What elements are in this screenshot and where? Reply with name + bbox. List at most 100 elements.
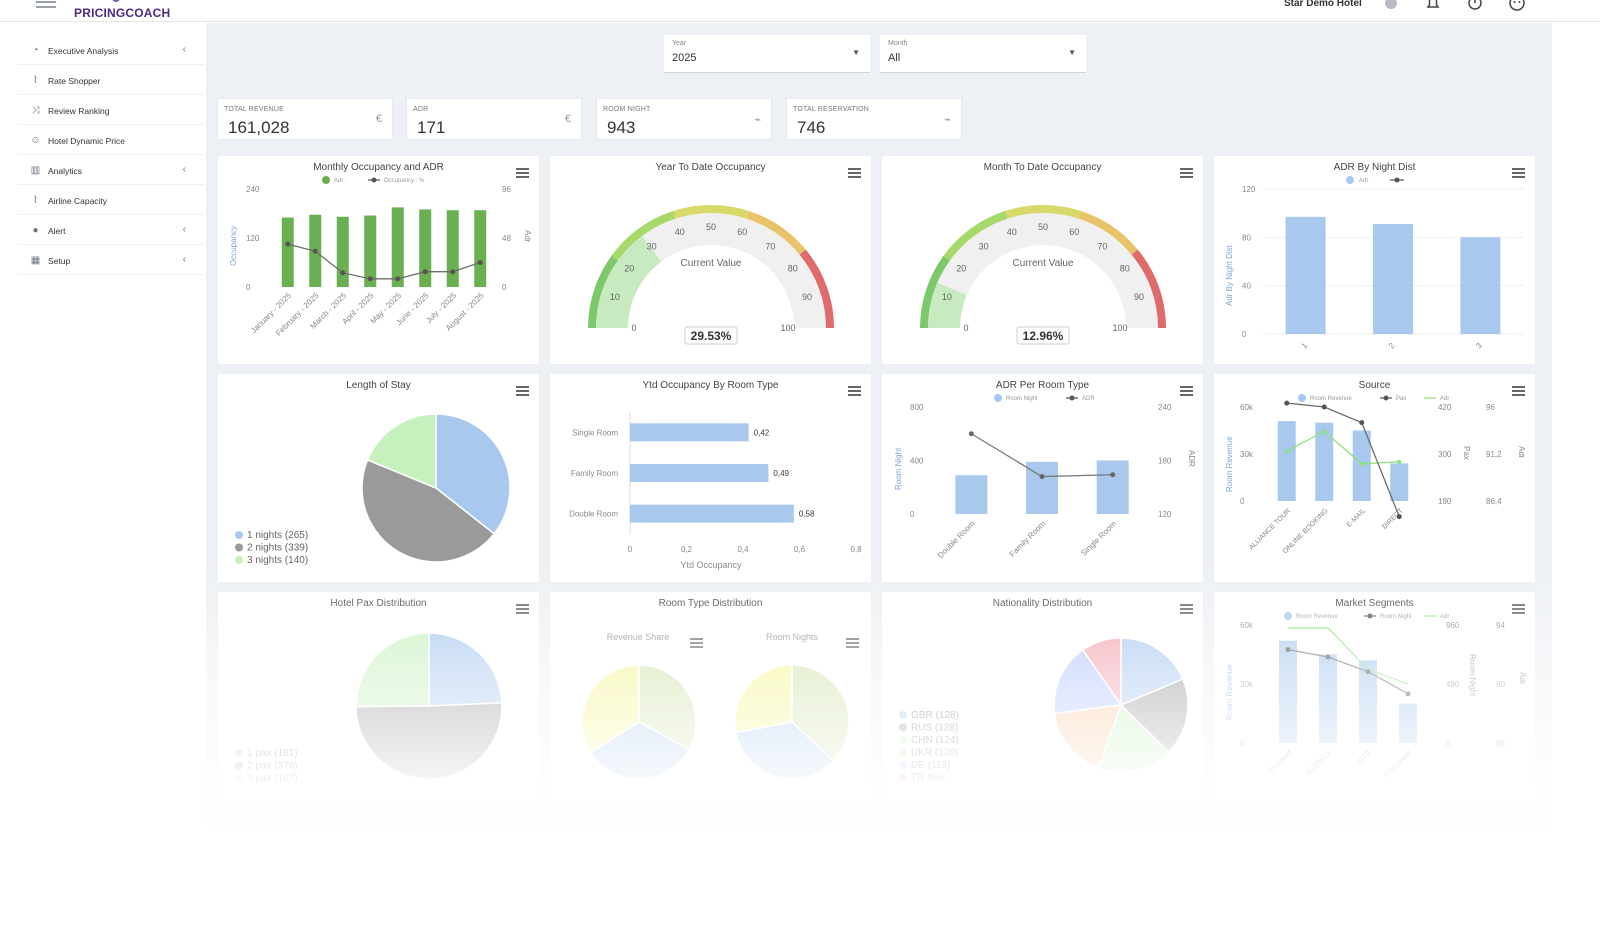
- legend-label: Room Night: [1380, 614, 1412, 620]
- gauge-tick: 50: [1038, 222, 1048, 232]
- adr-bar: [1460, 237, 1501, 334]
- gauge-band-yellow: [1004, 205, 1082, 219]
- gauge-tick: 60: [1069, 227, 1079, 237]
- card-ytd-occupancy-room-type: 0 0,2 0,4 0,6 0,8 Ytd Occupancy Single Room 0,4…: [549, 373, 872, 583]
- y-tick-left: 0: [1240, 739, 1245, 748]
- gauge-tick: 80: [788, 264, 798, 274]
- y-tick-left: 400: [910, 457, 924, 466]
- menu-icon[interactable]: [1512, 168, 1525, 178]
- sidebar-item-setup[interactable]: ▦ Setup ‹: [18, 245, 204, 275]
- sidebar-item-rate-shopper[interactable]: ⌇ Rate Shopper: [18, 65, 204, 95]
- sidebar-item-label: Executive Analysis: [48, 46, 119, 56]
- sidebar: ◔ Executive Analysis ‹ ⌇ Rate Shopper ⤨ …: [0, 23, 206, 937]
- legend-swatch: [1284, 612, 1292, 620]
- menu-icon[interactable]: [1180, 386, 1193, 396]
- gauge-track: [928, 213, 1158, 328]
- gauge-tick: 0: [631, 323, 636, 333]
- adr-bar: [281, 217, 294, 287]
- adr-bar: [1373, 224, 1413, 334]
- hotel-name[interactable]: Star Demo Hotel: [1284, 0, 1362, 9]
- menu-icon[interactable]: [516, 604, 529, 614]
- revenue-bar: [1399, 703, 1417, 743]
- menu-icon[interactable]: [1180, 604, 1193, 614]
- sidebar-item-label: Analytics: [48, 166, 83, 176]
- kpi-value: 943: [607, 118, 636, 137]
- adr-line: [1286, 430, 1400, 465]
- year-select[interactable]: Year 2025 ▼: [664, 35, 870, 73]
- y-axis-label: Room Revenue: [1225, 436, 1234, 492]
- y-axis-label: Adr By Night Dist: [1225, 244, 1234, 306]
- occupancy-point: [312, 248, 318, 254]
- adr-bar: [336, 216, 349, 287]
- gauge-tick: 20: [956, 264, 966, 274]
- adr-room-chart: Room Night ADR 800 400 0 240 180 120 Room Night A…: [894, 394, 1196, 560]
- sidebar-item-alert[interactable]: ● Alert ‹: [18, 215, 204, 245]
- bell-icon[interactable]: [1424, 0, 1442, 12]
- adr-bar: [1285, 216, 1326, 334]
- pax-pie: 1 pax (181) 2 pax (376)3 pax (187): [235, 632, 503, 784]
- alert-icon: ●: [32, 225, 39, 236]
- card-title: Year To Date Occupancy: [655, 162, 766, 173]
- gauge-band-green: [588, 255, 618, 328]
- sidebar-item-analytics[interactable]: ▥ Analytics ‹: [18, 155, 204, 185]
- revenue-bar: [1277, 421, 1296, 501]
- hamburger-icon[interactable]: [36, 0, 56, 10]
- y-tick: Single Room: [572, 428, 618, 437]
- los-legend-label: 3 nights (140): [247, 555, 308, 566]
- card-hotel-pax: 1 pax (181) 2 pax (376) 3 pax (187) Hotel …: [217, 591, 540, 801]
- y-axis-label: Room Revenue: [1225, 664, 1234, 720]
- y-tick-left: 60k: [1240, 621, 1254, 630]
- menu-icon[interactable]: [1512, 386, 1525, 396]
- gauge-tick: 100: [780, 323, 795, 333]
- hotel-icon[interactable]: [1382, 0, 1400, 12]
- month-select[interactable]: Month All ▼: [880, 35, 1086, 73]
- power-icon[interactable]: [1466, 0, 1484, 12]
- y-tick-right: 94: [1496, 621, 1505, 630]
- y-tick: 0: [1242, 330, 1247, 339]
- sidebar-item-label: Hotel Dynamic Price: [48, 136, 125, 146]
- gauge-center-label: Current Value: [681, 258, 742, 269]
- card-title: Market Segments: [1335, 598, 1414, 609]
- x-tick: 2: [1387, 341, 1397, 351]
- legend-swatch: [1346, 176, 1354, 184]
- pax-line: [1286, 402, 1400, 517]
- logo[interactable]: PRICINGCOACH: [74, 6, 171, 20]
- nationality-legend-swatch: [899, 761, 907, 769]
- menu-icon[interactable]: [516, 168, 529, 178]
- legend-swatch: [371, 177, 377, 183]
- y-tick-right: 86: [1496, 739, 1505, 748]
- y-tick-mid: 960: [1446, 621, 1460, 630]
- adr-line: [1288, 627, 1409, 685]
- menu-icon[interactable]: [1512, 604, 1525, 614]
- top-bar: PRICINGCOACH Star Demo Hotel: [0, 0, 1600, 22]
- adr-point: [1110, 472, 1116, 478]
- pax-legend-swatch: [235, 749, 243, 757]
- revenue-bar: [1390, 463, 1409, 501]
- sidebar-item-airline-capacity[interactable]: ⌇ Airline Capacity: [18, 185, 204, 215]
- gauge-tick: 20: [624, 264, 634, 274]
- sidebar-item-hotel-dynamic-price[interactable]: ☺ Hotel Dynamic Price: [18, 125, 204, 155]
- x-tick: OTA: [1356, 748, 1374, 766]
- pax-slice: [428, 632, 503, 707]
- user-face-icon[interactable]: [1508, 0, 1526, 12]
- occupancy-point: [367, 276, 373, 282]
- y-tick-mid: 0: [1446, 739, 1451, 748]
- sidebar-item-review-ranking[interactable]: ⤨ Review Ranking: [18, 95, 204, 125]
- menu-icon[interactable]: [516, 386, 529, 396]
- room-bar: [630, 464, 769, 482]
- legend-label: Pax: [1396, 396, 1406, 402]
- room-nights-slice: [734, 664, 793, 734]
- y-axis-label: ADR: [1187, 450, 1196, 467]
- x-tick: 0: [628, 545, 633, 554]
- sidebar-item-executive-analysis[interactable]: ◔ Executive Analysis ‹: [18, 35, 204, 65]
- gauge-tick: 90: [802, 292, 812, 302]
- sidebar-item-label: Alert: [48, 226, 66, 236]
- nationality-legend-label: GBR (128): [911, 710, 959, 721]
- sidebar-item-label: Airline Capacity: [48, 196, 108, 206]
- menu-icon[interactable]: [848, 168, 861, 178]
- gauge-value: 12.96%: [1023, 329, 1064, 343]
- menu-icon[interactable]: [1180, 168, 1193, 178]
- menu-icon[interactable]: [848, 386, 861, 396]
- adr-point: [1397, 459, 1402, 464]
- pax-slice: [355, 632, 430, 708]
